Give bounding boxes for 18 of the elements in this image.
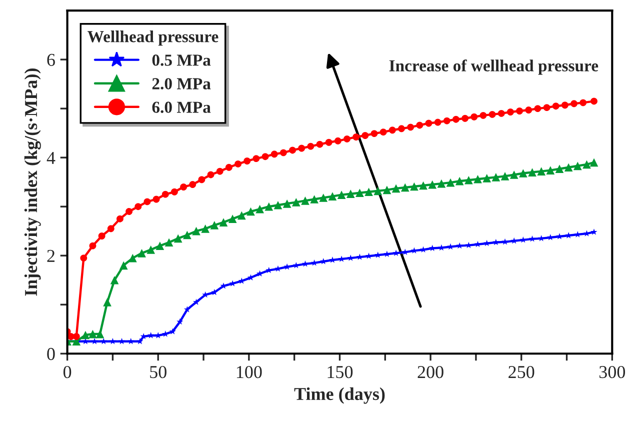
legend-label: 6.0 MPa	[152, 102, 211, 113]
x-tick-label: 300	[599, 366, 626, 378]
y-tick-label: 0	[47, 348, 55, 360]
x-tick-label: 200	[418, 366, 444, 378]
y-tick-label: 4	[46, 152, 56, 164]
x-tick-label: 50	[150, 366, 166, 378]
x-tick-label: 100	[236, 366, 262, 378]
x-axis-title: Time (days)	[294, 387, 385, 404]
annotation: Increase of wellhead pressure	[389, 59, 598, 75]
y-tick-label: 2	[47, 250, 55, 262]
legend-title: Wellhead pressure	[88, 30, 218, 46]
x-tick-label: 150	[328, 366, 353, 378]
x-tick-label: 250	[508, 366, 534, 378]
y-tick-label: 6	[47, 54, 55, 66]
y-axis-title: Injectivity index (kg/(s·MPa))	[24, 68, 41, 296]
legend-label: 2.0 MPa	[152, 78, 211, 90]
legend-label: 0.5 MPa	[152, 54, 211, 66]
x-tick-label: 0	[63, 366, 72, 378]
